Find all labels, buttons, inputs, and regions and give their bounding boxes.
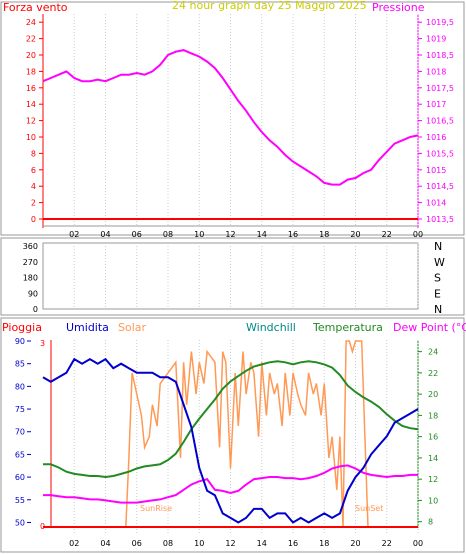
- wind-direction-tick-label: 0: [33, 305, 38, 314]
- x-tick-label: 00: [413, 230, 423, 239]
- wind-tick-label: 24: [26, 18, 36, 27]
- x-tick-label: 12: [225, 539, 235, 548]
- temperature-tick-label: 16: [428, 433, 438, 442]
- pressure-tick-label: 1019,5: [426, 18, 454, 27]
- wind-tick-label: 2: [31, 199, 36, 208]
- x-tick-label: 16: [288, 539, 298, 548]
- wind-tick-label: 6: [31, 166, 36, 175]
- sunset-label: SunSet: [355, 504, 383, 513]
- legend-windchill: Windchill: [246, 321, 296, 334]
- pressure-tick-label: 1014: [426, 199, 446, 208]
- pressure-tick-label: 1017,5: [426, 84, 454, 93]
- wind-tick-label: 18: [26, 67, 36, 76]
- x-tick-label: 10: [194, 230, 204, 239]
- temperature-tick-label: 18: [428, 411, 438, 420]
- compass-label: W: [434, 256, 445, 269]
- dewpoint-line: [43, 464, 418, 504]
- wind-tick-label: 10: [26, 133, 36, 142]
- legend-dewpoint: Dew Point (°C): [393, 321, 466, 334]
- pressure-line: [42, 49, 419, 186]
- pressure-tick-label: 1014,5: [426, 182, 454, 191]
- wind-direction-tick-label: 180: [23, 274, 38, 283]
- panel-pressure-wind: [0, 1, 465, 236]
- wind-tick-label: 14: [26, 100, 36, 109]
- wind-direction-tick-label: 90: [28, 289, 38, 298]
- wind-tick-label: 16: [26, 84, 36, 93]
- x-tick-label: 06: [132, 230, 142, 239]
- pressure-axis-label: Pressione: [372, 1, 425, 14]
- legend-solar: Solar: [118, 321, 147, 334]
- wind-tick-label: 8: [31, 149, 36, 158]
- wind-tick-label: 22: [26, 35, 36, 44]
- pressure-tick-label: 1018: [426, 67, 446, 76]
- compass-label: N: [434, 240, 442, 253]
- wind-tick-label: 0: [31, 215, 36, 224]
- humidity-tick-label: 90: [15, 337, 25, 346]
- humidity-line: [42, 357, 419, 524]
- humidity-tick-label: 55: [15, 496, 25, 505]
- sunrise-label: SunRise: [140, 504, 172, 513]
- rain-tick-top: 3: [40, 339, 45, 348]
- pressure-tick-label: 1016: [426, 133, 446, 142]
- x-tick-label: 12: [225, 230, 235, 239]
- x-tick-label: 02: [69, 539, 79, 548]
- temperature-tick-label: 8: [428, 518, 433, 527]
- graph-title: 24 hour graph day 25 Maggio 2025: [172, 0, 367, 12]
- temperature-tick-label: 12: [428, 475, 438, 484]
- x-tick-label: 10: [194, 539, 204, 548]
- legend-rain: Pioggia: [2, 321, 42, 334]
- rain-tick-bottom: 0: [40, 522, 45, 531]
- x-tick-label: 02: [69, 230, 79, 239]
- legend-temperature: Temperatura: [312, 321, 383, 334]
- x-tick-label: 20: [350, 539, 360, 548]
- x-tick-label: 14: [257, 230, 267, 239]
- wind-direction-tick-label: 270: [23, 258, 38, 267]
- wind-direction-tick-label: 360: [23, 242, 38, 251]
- temperature-tick-label: 24: [428, 348, 438, 357]
- pressure-tick-label: 1017: [426, 100, 446, 109]
- wind-tick-label: 4: [31, 182, 36, 191]
- humidity-tick-label: 70: [15, 428, 25, 437]
- temperature-tick-label: 10: [428, 496, 438, 505]
- pressure-tick-label: 1013,5: [426, 215, 454, 224]
- x-tick-label: 16: [288, 230, 298, 239]
- x-tick-label: 06: [132, 539, 142, 548]
- x-tick-label: 04: [100, 539, 110, 548]
- pressure-tick-label: 1019: [426, 35, 446, 44]
- panel-wind-direction: [0, 237, 465, 316]
- wind-tick-label: 20: [26, 51, 36, 60]
- pressure-tick-label: 1015: [426, 166, 446, 175]
- x-tick-label: 08: [163, 539, 173, 548]
- compass-label: N: [434, 303, 442, 316]
- temperature-tick-label: 20: [428, 390, 438, 399]
- humidity-tick-label: 60: [15, 473, 25, 482]
- x-tick-label: 22: [382, 230, 392, 239]
- temperature-tick-label: 22: [428, 369, 438, 378]
- x-tick-label: 04: [100, 230, 110, 239]
- wind-tick-label: 12: [26, 117, 36, 126]
- humidity-tick-label: 65: [15, 450, 25, 459]
- compass-label: E: [434, 287, 441, 300]
- x-tick-label: 14: [257, 539, 267, 548]
- pressure-tick-label: 1015,5: [426, 149, 454, 158]
- temperature-tick-label: 14: [428, 454, 438, 463]
- x-tick-label: 18: [319, 230, 329, 239]
- x-tick-label: 18: [319, 539, 329, 548]
- humidity-tick-label: 50: [15, 518, 25, 527]
- x-tick-label: 20: [350, 230, 360, 239]
- humidity-tick-label: 75: [15, 405, 25, 414]
- pressure-tick-label: 1018,5: [426, 51, 454, 60]
- pressure-tick-label: 1016,5: [426, 117, 454, 126]
- legend-humidity: Umidita: [66, 321, 109, 334]
- humidity-tick-label: 85: [15, 360, 25, 369]
- compass-label: S: [434, 272, 441, 285]
- x-tick-label: 00: [413, 539, 423, 548]
- temperature-line: [43, 360, 419, 479]
- x-tick-label: 22: [382, 539, 392, 548]
- x-tick-label: 08: [163, 230, 173, 239]
- wind-axis-label: Forza vento: [3, 1, 68, 14]
- humidity-tick-label: 80: [15, 382, 25, 391]
